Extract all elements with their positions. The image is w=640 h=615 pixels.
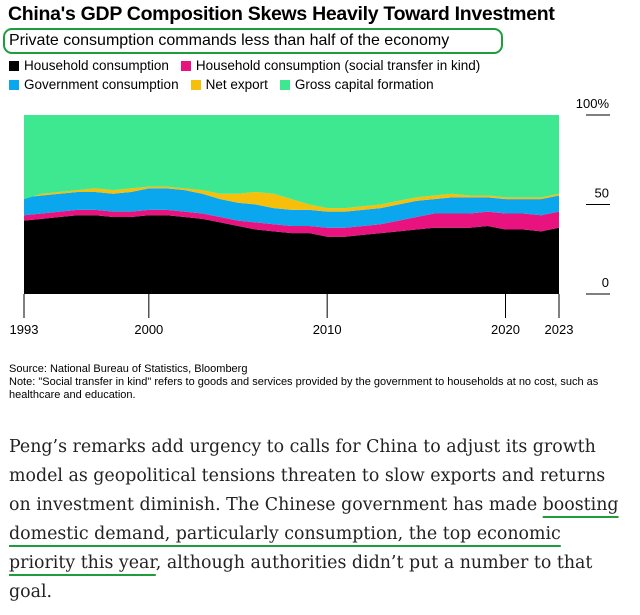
legend-label-gcf: Gross capital formation [294,77,434,92]
area-gcf [24,115,559,209]
legend-label-social: Household consumption (social transfer i… [195,58,481,73]
note-line: Note: "Social transfer in kind" refers t… [9,376,599,401]
area-household [24,215,559,294]
article-paragraph: Peng’s remarks add urgency to calls for … [9,433,621,607]
chart-footer: Source: National Bureau of Statistics, B… [9,363,634,402]
article-text-2: , although authorities didn’t put a numb… [9,553,593,602]
legend-swatch-government [9,79,19,90]
legend-swatch-social [180,60,191,71]
legend-label-net-export: Net export [205,77,268,92]
x-tick-label-2000: 2000 [134,322,163,337]
source-line: Source: National Bureau of Statistics, B… [9,363,248,375]
legend-swatch-gcf [279,79,290,90]
y-tick-label-0: 0 [602,275,609,290]
legend-item-gcf: Gross capital formation [279,77,434,92]
legend-row-2: Government consumption Net export Gross … [9,77,446,92]
y-tick-label-100: 100% [576,96,610,111]
subtitle-highlight-box [3,28,503,54]
chart-title: China's GDP Composition Skews Heavily To… [8,3,555,25]
article-highlight: boosting domestic demand, particularly c… [9,495,619,573]
legend-swatch-net-export [190,79,201,90]
legend-swatch-household [9,60,19,71]
x-tick-label-1993: 1993 [10,322,39,337]
area-social [24,209,559,237]
area-net-export [24,186,559,212]
article-text-1: Peng’s remarks add urgency to calls for … [9,437,606,515]
y-tick-label-50: 50 [595,186,609,201]
stacked-area-chart: 1993 2000 2010 2020 2023 0 50 100% [10,96,610,337]
legend-item-social: Household consumption (social transfer i… [180,58,481,73]
legend-row-1: Household consumption Household consumpt… [9,58,492,73]
area-government [24,188,559,228]
x-tick-label-2020: 2020 [491,322,520,337]
legend-item-household: Household consumption [9,58,169,73]
x-tick-label-2023: 2023 [545,322,574,337]
legend-item-net-export: Net export [190,77,268,92]
chart-subtitle: Private consumption commands less than h… [9,32,450,49]
legend-item-government: Government consumption [9,77,179,92]
legend-label-household: Household consumption [24,58,169,73]
legend-label-government: Government consumption [24,77,179,92]
x-tick-label-2010: 2010 [313,322,342,337]
